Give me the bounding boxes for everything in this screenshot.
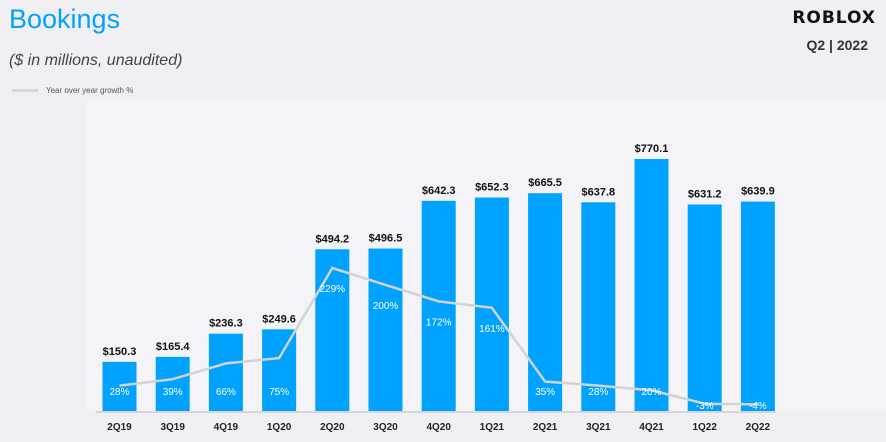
bar [687,204,722,411]
bar [368,248,403,411]
bar [740,201,775,411]
growth-label: 66% [216,387,236,398]
category-label: 2Q22 [746,422,771,433]
growth-label: 28% [109,387,129,398]
bar-value-label: $639.9 [741,186,775,198]
category-label: 3Q21 [586,422,611,433]
bar [208,333,243,411]
growth-line [119,266,758,406]
growth-label: 75% [269,387,289,398]
category-label: 4Q21 [639,422,664,433]
bar-value-label: $665.5 [528,177,562,189]
period-label: Q2 | 2022 [806,37,868,53]
bar [474,197,509,411]
category-label: 4Q19 [214,422,239,433]
bar-value-label: $637.8 [581,186,615,198]
category-label: 3Q19 [160,422,185,433]
growth-label: 161% [479,324,505,335]
roblox-logo: ROBLOX [792,8,876,28]
bar-value-label: $494.2 [315,233,349,245]
bar-value-label: $631.2 [688,188,722,200]
growth-label: 35% [535,387,555,398]
bar-value-label: $150.3 [103,346,137,358]
category-label: 4Q20 [426,422,451,433]
bar-value-label: $652.3 [475,182,509,194]
bar-value-label: $642.3 [422,185,456,197]
bar [634,159,669,411]
legend-label: Year over year growth % [46,86,134,95]
growth-label: 20% [641,387,661,398]
category-label: 1Q20 [267,422,292,433]
bar [421,200,456,411]
growth-label: -4% [749,401,767,412]
bar [155,356,190,411]
chart-subtitle: ($ in millions, unaudited) [9,52,183,69]
bar-value-label: $496.5 [369,233,403,245]
bar [102,361,137,411]
growth-label: 39% [163,387,183,398]
bar-value-label: $165.4 [156,341,191,353]
legend: Year over year growth % [12,86,133,95]
bar [315,249,350,411]
growth-label: 172% [426,317,452,328]
bar-value-label: $770.1 [635,143,669,155]
bar [528,193,563,411]
bar [581,202,616,411]
growth-label: -3% [696,401,714,412]
bar-value-label: $249.6 [262,313,296,325]
category-label: 1Q22 [692,422,717,433]
category-label: 3Q20 [373,422,398,433]
growth-label: 200% [373,301,399,312]
growth-label: 28% [588,387,608,398]
category-label: 2Q21 [533,422,558,433]
category-label: 2Q20 [320,422,345,433]
bar-value-label: $236.3 [209,318,243,330]
legend-line-swatch [12,89,38,92]
chart-title: Bookings [9,4,121,34]
category-label: 2Q19 [107,422,132,433]
category-label: 1Q21 [480,422,505,433]
bar [262,329,297,411]
growth-label: 229% [320,284,346,295]
